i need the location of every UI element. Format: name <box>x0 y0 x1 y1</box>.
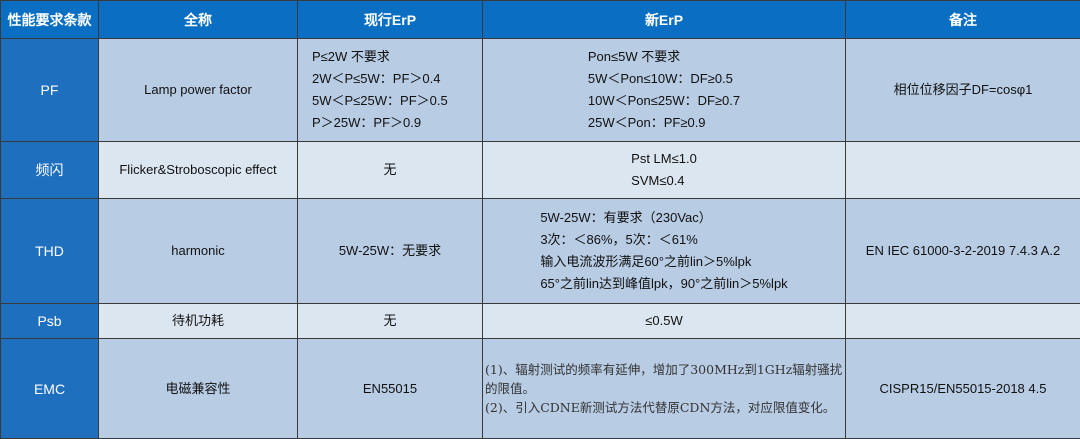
cell-line: 5W＜P≤25W：PF＞0.5 <box>312 93 448 108</box>
cell-line: 5W＜Pon≤10W：DF≥0.5 <box>587 71 733 86</box>
cell-text: EN IEC 61000-3-2-2019 7.4.3 A.2 <box>865 243 1061 258</box>
header-cell: 全称 <box>98 0 298 39</box>
cell-text: Flicker&Stroboscopic effect <box>119 162 277 177</box>
note-cell: 相位位移因子DF=cosφ1 <box>845 38 1080 142</box>
current-erp-cell: P≤2W 不要求 2W＜P≤5W：PF＞0.4 5W＜P≤25W：PF＞0.5 P＞2… <box>297 38 483 142</box>
clause-cell: PF <box>0 38 99 142</box>
cell-line: 25W＜Pon：PF≥0.9 <box>587 115 706 130</box>
cell-text: CISPR15/EN55015-2018 4.5 <box>879 380 1047 396</box>
current-erp-cell: 无 <box>297 303 483 339</box>
cell-line: 5W-25W：有要求（230Vac） <box>540 210 712 225</box>
cell-lines: 无 <box>304 159 476 181</box>
cell-lines: ≤0.5W <box>489 310 839 332</box>
cell-line: EN55015 <box>362 380 418 396</box>
cell-line: 65°之前lin达到峰值lpk，90°之前lin＞5%lpk <box>540 276 788 291</box>
cell-line: 10W＜Pon≤25W：DF≥0.7 <box>587 93 741 108</box>
cell-line: 5W-25W：无要求 <box>338 243 442 258</box>
cell-line: 无 <box>383 162 397 177</box>
new-erp-cell: Pst LM≤1.0 SVM≤0.4 <box>482 141 846 199</box>
cell-text: PF <box>40 82 59 98</box>
current-erp-cell: 无 <box>297 141 483 199</box>
clause-cell: EMC <box>0 338 99 439</box>
cell-text: Psb <box>37 313 62 329</box>
table-row: Psb 待机功耗 无 ≤0.5W <box>0 303 1080 339</box>
cell-text: EMC <box>33 380 66 397</box>
header-cell: 现行ErP <box>297 0 483 39</box>
header-row: 性能要求条款 全称 现行ErP 新ErP 备注 <box>0 0 1080 39</box>
cell-line: Pon≤5W 不要求 <box>587 49 681 64</box>
cell-text: 相位位移因子DF=cosφ1 <box>893 82 1033 97</box>
cell-text: 待机功耗 <box>171 313 224 328</box>
cell-line: (1)、辐射测试的频率有延伸，增加了300MHz到1GHz辐射骚扰的限值。 <box>485 362 843 396</box>
name-cell: Lamp power factor <box>98 38 298 142</box>
cell-lines: P≤2W 不要求 2W＜P≤5W：PF＞0.4 5W＜P≤25W：PF＞0.5 P＞2… <box>312 46 448 134</box>
header-cell: 性能要求条款 <box>0 0 99 39</box>
note-cell <box>845 303 1080 339</box>
cell-text: 电磁兼容性 <box>165 380 231 396</box>
table-row: THD harmonic 5W-25W：无要求 5W-25W：有要求（230Vac） 3… <box>0 198 1080 304</box>
cell-lines: (1)、辐射测试的频率有延伸，增加了300MHz到1GHz辐射骚扰的限值。 (2)… <box>485 360 843 417</box>
clause-cell: 频闪 <box>0 141 99 199</box>
note-cell <box>845 141 1080 199</box>
cell-line: 2W＜P≤5W：PF＞0.4 <box>312 71 441 86</box>
cell-line: 无 <box>383 313 397 328</box>
cell-lines: EN55015 <box>304 378 476 400</box>
cell-text: Lamp power factor <box>144 82 252 97</box>
header-cell: 备注 <box>845 0 1080 39</box>
cell-lines: Pst LM≤1.0 SVM≤0.4 <box>631 148 697 192</box>
cell-text: THD <box>35 243 64 259</box>
name-cell: 电磁兼容性 <box>98 338 298 439</box>
cell-line: 3次：＜86%，5次：＜61% <box>540 232 698 247</box>
note-cell: CISPR15/EN55015-2018 4.5 <box>845 338 1080 439</box>
cell-lines: Pon≤5W 不要求 5W＜Pon≤10W：DF≥0.5 10W＜Pon≤25W：D… <box>588 46 740 134</box>
table-row: PF Lamp power factor P≤2W 不要求 2W＜P≤5W：PF＞0.… <box>0 38 1080 142</box>
cell-lines: 5W-25W：无要求 <box>304 240 476 262</box>
cell-lines: 5W-25W：有要求（230Vac） 3次：＜86%，5次：＜61% 输入电流波形满… <box>540 207 787 295</box>
cell-line: Pst LM≤1.0 <box>631 151 697 166</box>
cell-line: P＞25W：PF＞0.9 <box>312 115 422 130</box>
cell-text: 频闪 <box>35 162 64 178</box>
table-row: 频闪 Flicker&Stroboscopic effect 无 Pst LM≤1.0… <box>0 141 1080 199</box>
new-erp-cell: (1)、辐射测试的频率有延伸，增加了300MHz到1GHz辐射骚扰的限值。 (2)… <box>482 338 846 439</box>
cell-line: P≤2W 不要求 <box>312 49 390 64</box>
new-erp-cell: ≤0.5W <box>482 303 846 339</box>
clause-cell: THD <box>0 198 99 304</box>
cell-line: SVM≤0.4 <box>631 173 685 188</box>
cell-line: (2)、引入CDNE新测试方法代替原CDN方法，对应限值变化。 <box>485 400 836 415</box>
cell-lines: 无 <box>304 310 476 332</box>
clause-cell: Psb <box>0 303 99 339</box>
new-erp-cell: Pon≤5W 不要求 5W＜Pon≤10W：DF≥0.5 10W＜Pon≤25W：D… <box>482 38 846 142</box>
new-erp-cell: 5W-25W：有要求（230Vac） 3次：＜86%，5次：＜61% 输入电流波形满… <box>482 198 846 304</box>
current-erp-cell: EN55015 <box>297 338 483 439</box>
table-row: EMC 电磁兼容性 EN55015 (1)、辐射测试的频率有延伸，增加了300MHz到… <box>0 338 1080 439</box>
name-cell: Flicker&Stroboscopic effect <box>98 141 298 199</box>
note-cell: EN IEC 61000-3-2-2019 7.4.3 A.2 <box>845 198 1080 304</box>
cell-line: ≤0.5W <box>645 313 683 328</box>
current-erp-cell: 5W-25W：无要求 <box>297 198 483 304</box>
name-cell: 待机功耗 <box>98 303 298 339</box>
name-cell: harmonic <box>98 198 298 304</box>
cell-text: harmonic <box>171 243 225 258</box>
header-cell: 新ErP <box>482 0 846 39</box>
cell-line: 输入电流波形满足60°之前lin＞5%lpk <box>540 254 752 269</box>
